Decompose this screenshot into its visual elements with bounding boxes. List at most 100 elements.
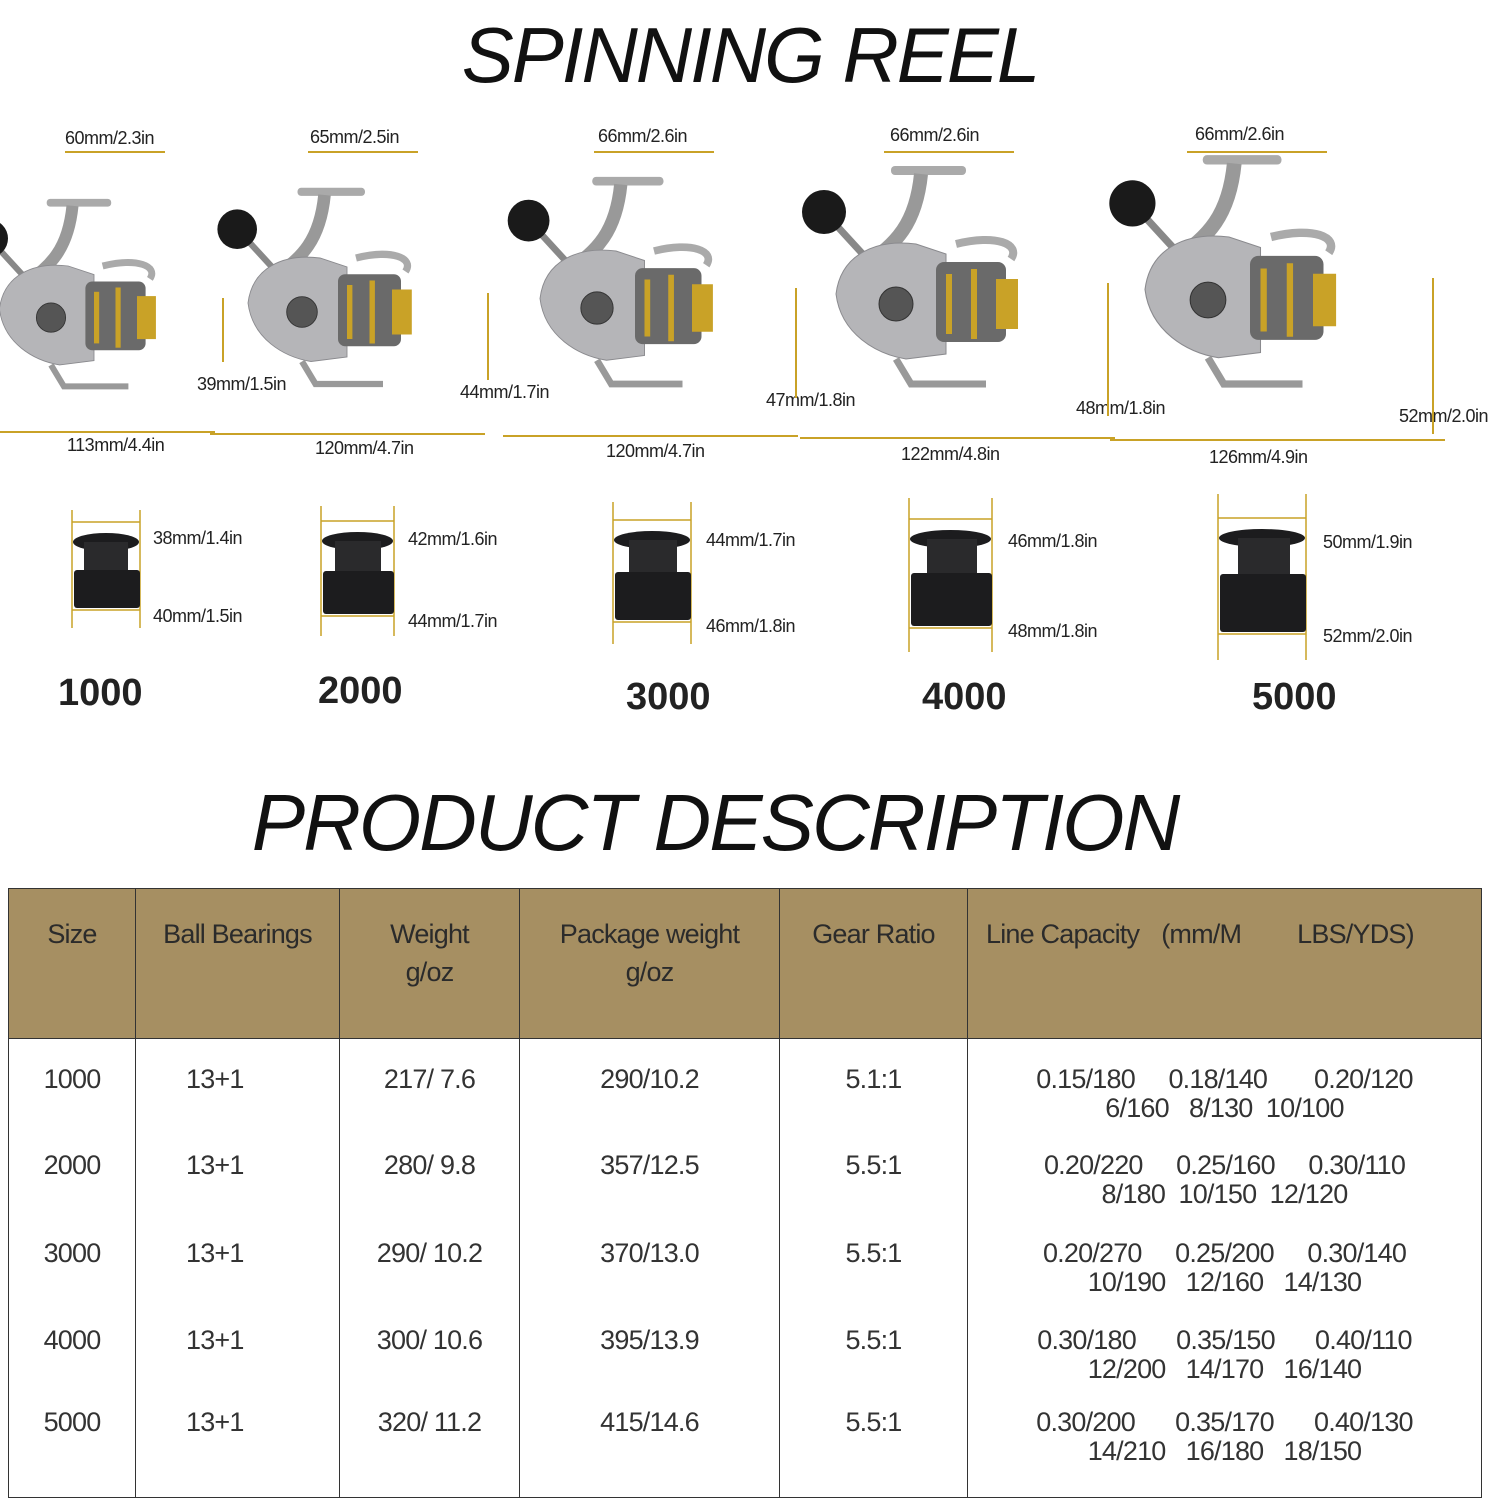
header-package-unit: g/oz	[625, 957, 675, 987]
spool-bottom-label: 52mm/2.0in	[1323, 626, 1413, 646]
handle-knob-icon	[1109, 180, 1156, 227]
cell-bearings: 13+1	[135, 1226, 340, 1314]
body-height-label: 52mm/2.0in	[1399, 406, 1489, 426]
bail-top-icon	[46, 198, 112, 207]
body-height-label: 39mm/1.5in	[197, 374, 287, 394]
table-row: 5000 13+1 320/ 11.2 415/14.6 5.5:1 0.30/200 0…	[8, 1395, 1482, 1498]
reel-size-label: 5000	[1252, 676, 1337, 718]
spool-top-label: 46mm/1.8in	[1008, 531, 1098, 551]
header-weight: Weight g/oz	[339, 888, 520, 1039]
body-length-label: 120mm/4.7in	[606, 441, 705, 461]
spool-bottom-label: 44mm/1.7in	[408, 611, 498, 631]
spool-top-label: 38mm/1.4in	[153, 528, 243, 548]
cell-package: 290/10.2	[519, 1038, 780, 1139]
reel-size-label: 3000	[626, 676, 711, 718]
line-capacity-lbs: 8/180 10/150 12/120	[1101, 1178, 1349, 1209]
cell-gear: 5.5:1	[779, 1226, 968, 1314]
header-line-mm: (mm/M	[1161, 919, 1242, 949]
cell-package: 395/13.9	[519, 1313, 780, 1396]
body-height-label: 44mm/1.7in	[460, 382, 550, 402]
bail-top-icon	[891, 166, 966, 175]
line-capacity-mm: 0.20/270 0.25/200 0.30/140	[1042, 1237, 1407, 1268]
cell-bearings: 13+1	[135, 1038, 340, 1139]
dimension-arrows	[800, 151, 1115, 439]
handle-knob-icon	[507, 199, 550, 242]
cell-line-capacity: 0.20/220 0.25/160 0.30/110 8/180 10/150 1…	[967, 1138, 1482, 1227]
cell-gear: 5.5:1	[779, 1138, 968, 1227]
page-title: SPINNING REEL	[461, 11, 1040, 99]
spool-illustration	[71, 510, 141, 628]
cell-bearings: 13+1	[135, 1313, 340, 1396]
body-length-label: 113mm/4.4in	[67, 435, 165, 455]
body-height-label: 47mm/1.8in	[766, 390, 856, 410]
reel-illustration	[1109, 151, 1445, 441]
line-capacity-lbs: 10/190 12/160 14/130	[1087, 1266, 1362, 1297]
cell-package: 370/13.0	[519, 1226, 780, 1314]
cell-line-capacity: 0.20/270 0.25/200 0.30/140 10/190 12/160 …	[967, 1226, 1482, 1314]
header-line: Line Capacity (mm/M LBS/YDS)	[967, 888, 1482, 1039]
header-size: Size	[8, 888, 136, 1039]
cell-gear: 5.5:1	[779, 1313, 968, 1396]
dimension-arrows	[503, 151, 798, 437]
cell-weight: 320/ 11.2	[339, 1395, 520, 1498]
body-width-label: 66mm/2.6in	[1195, 124, 1285, 144]
cell-package: 415/14.6	[519, 1395, 780, 1498]
spool-illustration	[320, 506, 395, 636]
line-capacity-mm: 0.30/180 0.35/150 0.40/110	[1037, 1324, 1412, 1355]
reel-size-label: 4000	[922, 676, 1007, 718]
reel-size-label: 2000	[318, 670, 403, 712]
table-header-row: Size Ball Bearings Weight g/oz Package we…	[8, 888, 1482, 1039]
bail-top-icon	[297, 187, 365, 196]
line-capacity-mm: 0.20/220 0.25/160 0.30/110	[1043, 1149, 1406, 1180]
cell-line-capacity: 0.30/180 0.35/150 0.40/110 12/200 14/170 …	[967, 1313, 1482, 1396]
reel-illustration	[0, 151, 224, 433]
header-line-lbs: LBS/YDS)	[1297, 919, 1414, 949]
section-title: PRODUCT DESCRIPTION	[251, 778, 1181, 867]
spool-top-label: 50mm/1.9in	[1323, 532, 1413, 552]
table-row: 1000 13+1 217/ 7.6 290/10.2 5.1:1 0.15/180 0.…	[8, 1038, 1482, 1139]
spool-top-label: 42mm/1.6in	[408, 529, 498, 549]
cell-weight: 280/ 9.8	[339, 1138, 520, 1227]
line-capacity-lbs: 14/210 16/180 18/150	[1087, 1435, 1362, 1466]
dimension-arrows	[210, 151, 489, 435]
spec-table: Size Ball Bearings Weight g/oz Package we…	[8, 888, 1482, 1498]
cell-weight: 217/ 7.6	[339, 1038, 520, 1139]
dimension-arrows	[0, 151, 224, 433]
line-capacity-lbs: 12/200 14/170 16/140	[1087, 1353, 1362, 1384]
table-row: 3000 13+1 290/ 10.2 370/13.0 5.5:1 0.20/270 0…	[8, 1226, 1482, 1314]
cell-weight: 300/ 10.6	[339, 1313, 520, 1396]
spool-illustration	[1217, 494, 1307, 660]
cell-size: 3000	[8, 1226, 136, 1314]
header-package: Package weight g/oz	[519, 888, 780, 1039]
reel-illustration	[503, 151, 798, 437]
handle-knob-icon	[802, 190, 846, 234]
cell-gear: 5.1:1	[779, 1038, 968, 1139]
header-gear: Gear Ratio	[779, 888, 968, 1039]
body-width-label: 66mm/2.6in	[598, 126, 688, 146]
header-bearings: Ball Bearings	[135, 888, 340, 1039]
reel-size-label: 1000	[58, 672, 143, 714]
line-capacity-mm: 0.30/200 0.35/170 0.40/130	[1036, 1406, 1413, 1437]
header-package-label: Package weight	[559, 919, 740, 949]
cell-gear: 5.5:1	[779, 1395, 968, 1498]
body-width-label: 60mm/2.3in	[65, 128, 155, 148]
cell-size: 1000	[8, 1038, 136, 1139]
spool-bottom-label: 48mm/1.8in	[1008, 621, 1098, 641]
cell-size: 5000	[8, 1395, 136, 1498]
cell-size: 4000	[8, 1313, 136, 1396]
body-length-label: 122mm/4.8in	[901, 444, 1000, 464]
body-length-label: 126mm/4.9in	[1209, 447, 1308, 467]
cell-line-capacity: 0.15/180 0.18/140 0.20/120 6/160 8/130 10…	[967, 1038, 1482, 1139]
header-weight-label: Weight	[390, 919, 470, 949]
bail-top-icon	[1202, 155, 1282, 165]
handle-knob-icon	[217, 209, 257, 249]
reel-illustration	[210, 151, 489, 435]
line-capacity-mm: 0.15/180 0.18/140 0.20/120	[1036, 1064, 1413, 1094]
cell-weight: 290/ 10.2	[339, 1226, 520, 1314]
handle-knob-icon	[0, 223, 8, 254]
cell-line-capacity: 0.30/200 0.35/170 0.40/130 14/210 16/180 …	[967, 1395, 1482, 1498]
spool-bottom-label: 40mm/1.5in	[153, 606, 243, 626]
body-height-label: 48mm/1.8in	[1076, 398, 1166, 418]
table-row: 2000 13+1 280/ 9.8 357/12.5 5.5:1 0.20/220 0.…	[8, 1138, 1482, 1227]
cell-size: 2000	[8, 1138, 136, 1227]
